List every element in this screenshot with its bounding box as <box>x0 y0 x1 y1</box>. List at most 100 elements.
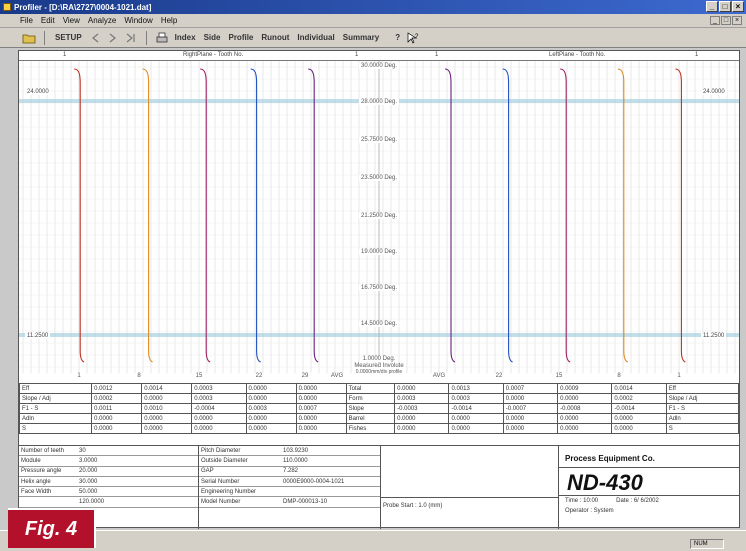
tooth-label: 1 <box>77 373 81 379</box>
info-row: Engineering Number <box>199 487 380 498</box>
y-tick-label: 28.0000 Deg. <box>358 99 400 105</box>
runout-button[interactable]: Runout <box>261 33 290 42</box>
table-cell: 0.0003 <box>191 383 247 394</box>
table-cell: 0.0000 <box>394 383 450 394</box>
table-cell: 0.0000 <box>245 393 297 404</box>
profile-trace <box>142 68 153 363</box>
menu-window[interactable]: Window <box>124 16 153 25</box>
table-cell: 0.0010 <box>141 403 193 414</box>
toolbar: SETUP Index Side Profile Runout Individu… <box>0 28 746 48</box>
time-label: Time : 10:00 <box>565 498 599 504</box>
y-tick-label: 16.7500 Deg. <box>358 285 400 291</box>
context-help-icon[interactable]: ? <box>404 30 422 46</box>
menu-file[interactable]: File <box>20 16 33 25</box>
table-cell: Slope <box>345 403 396 414</box>
menu-edit[interactable]: Edit <box>40 16 55 25</box>
table-cell: -0.0014 <box>448 403 504 414</box>
side-button[interactable]: Side <box>203 33 221 42</box>
y-tick-label: 1.0000 Deg. <box>360 356 398 362</box>
probe-start-note: Probe Start : 1.0 (mm) <box>383 503 443 510</box>
table-cell: 0.0000 <box>245 423 297 434</box>
summary-button[interactable]: Summary <box>342 33 380 42</box>
table-cell: S <box>18 423 93 434</box>
info-row: Pitch Diameter 103.9230 <box>199 446 380 457</box>
table-cell: 0.0000 <box>245 413 297 424</box>
stats-table: Eff 0.0012 0.0014 0.0003 0.0000 0.0000 T… <box>18 383 740 434</box>
info-row: Face Width 50.000 <box>19 487 198 498</box>
table-row: F1 - S 0.0011 0.0010 -0.0004 0.0003 0.00… <box>18 403 740 414</box>
report-document: 1 RightPlane - Tooth No. 1 1 LeftPlane -… <box>18 50 740 529</box>
table-cell: 0.0000 <box>394 413 450 424</box>
info-row: Number of teeth 30 <box>19 446 198 457</box>
measured-involute-label: Measured Involute <box>352 363 406 369</box>
tooth-label: AVG <box>330 373 344 379</box>
table-cell: 0.0000 <box>502 413 559 424</box>
table-cell: Slope / Adj <box>18 393 93 404</box>
header-right-title: LeftPlane - Tooth No. <box>549 52 606 58</box>
menu-help[interactable]: Help <box>160 16 178 25</box>
table-cell: Eff <box>665 383 740 394</box>
table-cell: Form <box>345 393 396 404</box>
mdi-minimize-button[interactable]: _ <box>710 16 720 25</box>
menu-view[interactable]: View <box>62 16 80 25</box>
header-mid-right: 1 <box>435 52 439 58</box>
table-cell: -0.0007 <box>502 403 559 414</box>
figure-label: Fig. 4 <box>8 508 96 548</box>
setup-button[interactable]: SETUP <box>55 33 82 42</box>
tooth-label: 8 <box>617 373 621 379</box>
info-row: Pressure angle 20.000 <box>19 467 198 477</box>
table-cell: 0.0000 <box>448 413 504 424</box>
profile-trace <box>502 68 513 363</box>
table-cell: 0.0000 <box>245 383 297 394</box>
table-cell: 0.0007 <box>295 403 347 414</box>
table-cell: 0.0000 <box>557 393 613 404</box>
individual-button[interactable]: Individual <box>297 33 335 42</box>
table-cell: 0.0000 <box>141 393 193 404</box>
table-cell: 0.0002 <box>611 393 667 404</box>
table-cell: Total <box>345 383 396 394</box>
header-left-edge: 1 <box>63 52 67 58</box>
profile-trace <box>617 68 629 363</box>
table-cell: 0.0000 <box>557 423 613 434</box>
minimize-button[interactable]: _ <box>706 1 718 12</box>
tooth-label: 22 <box>495 373 503 379</box>
table-cell: 0.0000 <box>191 413 247 424</box>
table-cell: Adln <box>665 413 740 424</box>
table-cell: 0.0000 <box>91 423 143 434</box>
table-cell: 0.0000 <box>191 423 247 434</box>
table-cell: 0.0000 <box>448 423 504 434</box>
right-top-limit: 24.0000 <box>701 89 727 95</box>
open-folder-icon[interactable] <box>20 30 38 46</box>
table-cell: -0.0014 <box>611 403 667 414</box>
maximize-button[interactable]: □ <box>719 1 731 12</box>
index-button[interactable]: Index <box>174 33 196 42</box>
help-button[interactable]: ? <box>395 33 401 42</box>
gear-params-col2: Pitch Diameter 103.9230 Outside Diameter 1… <box>199 446 381 529</box>
close-button[interactable]: × <box>732 1 744 12</box>
table-row: Eff 0.0012 0.0014 0.0003 0.0000 0.0000 T… <box>18 383 740 394</box>
header-right-edge: 1 <box>695 52 699 58</box>
forward-arrow-icon[interactable] <box>104 30 122 46</box>
profile-trace <box>250 68 261 363</box>
mdi-close-button[interactable]: × <box>732 16 742 25</box>
print-icon[interactable] <box>153 30 171 46</box>
table-cell: 0.0000 <box>91 413 143 424</box>
table-cell: 0.0014 <box>611 383 667 394</box>
probe-info-col: Probe Start : 1.0 (mm) <box>381 446 559 529</box>
tooth-label: 29 <box>301 373 309 379</box>
table-cell: Barrel <box>345 413 396 424</box>
table-row: S 0.0000 0.0000 0.0000 0.0000 0.0000 Fis… <box>18 423 740 434</box>
table-cell: 0.0012 <box>91 383 143 394</box>
mdi-restore-button[interactable]: □ <box>721 16 731 25</box>
right-bottom-limit: 11.2500 <box>701 333 727 339</box>
table-cell: F1 - S <box>665 403 740 414</box>
profile-trace <box>308 68 319 363</box>
y-tick-label: 14.5000 Deg. <box>358 321 400 327</box>
profile-button[interactable]: Profile <box>228 33 254 42</box>
profile-trace <box>74 68 85 363</box>
back-arrow-icon[interactable] <box>86 30 104 46</box>
last-arrow-icon[interactable] <box>122 30 140 46</box>
info-row: Module 3.0000 <box>19 456 198 467</box>
company-name: Process Equipment Co. <box>559 446 739 468</box>
menu-analyze[interactable]: Analyze <box>87 16 117 25</box>
